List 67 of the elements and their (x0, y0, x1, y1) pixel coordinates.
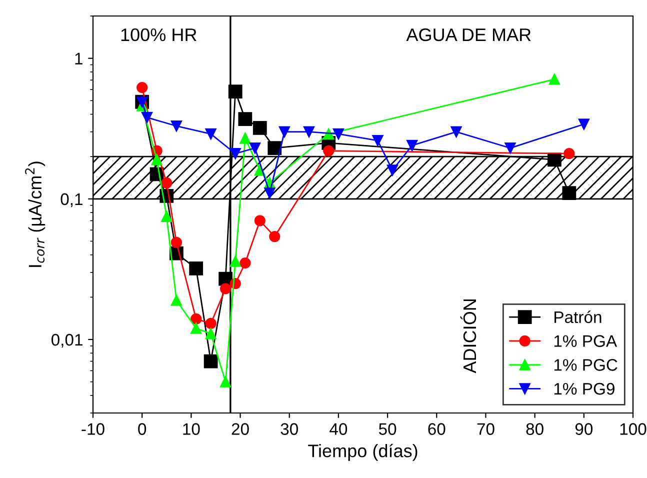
point (141, 112, 153, 123)
point (268, 141, 282, 155)
point (254, 215, 266, 226)
point (406, 140, 418, 152)
point (269, 230, 280, 242)
point (230, 256, 241, 267)
point (190, 322, 202, 334)
point (190, 313, 202, 325)
x-tick-label: 40 (330, 423, 348, 435)
point (189, 262, 204, 276)
point (170, 294, 182, 306)
x-tick-label: 50 (378, 423, 396, 435)
point (332, 128, 344, 140)
point (278, 126, 290, 138)
x-tick-label: 100 (620, 423, 646, 435)
y-tick-label: 0,01 (51, 334, 82, 348)
x-tick-label: 10 (183, 423, 200, 435)
point (136, 82, 148, 94)
point (205, 328, 216, 340)
y-tick-label: 0,1 (60, 193, 82, 208)
y-axis-title: I$_{corr}$ (µA/cm$^{2}$) (25, 162, 46, 267)
x-tick-label: 30 (280, 423, 298, 435)
point (170, 120, 182, 132)
x-tick-label: -10 (82, 423, 104, 435)
x-axis-title: Tiempo (días) (308, 444, 418, 461)
point (564, 148, 575, 160)
point (303, 126, 315, 138)
annotation: ADICIÓN (460, 300, 476, 374)
legend-label: 1% PGA (554, 335, 618, 347)
point (562, 186, 576, 200)
point (240, 132, 251, 144)
point (220, 283, 232, 294)
point (264, 188, 276, 199)
point (548, 74, 560, 85)
x-tick-label: 20 (232, 423, 249, 435)
point (372, 135, 384, 146)
x-tick-label: 70 (477, 423, 494, 435)
point (238, 112, 252, 126)
point (228, 84, 242, 99)
y-tick-label: 1 (75, 52, 82, 64)
point (205, 318, 216, 330)
point (204, 354, 218, 368)
point (161, 177, 172, 188)
point (220, 376, 232, 388)
point (151, 154, 162, 166)
point (230, 148, 241, 160)
x-tick-label: 0 (138, 423, 146, 435)
point (240, 257, 251, 269)
x-tick-label: 90 (575, 423, 593, 435)
point (578, 118, 590, 130)
x-tick-label: 80 (526, 423, 544, 435)
point (170, 236, 182, 248)
x-tick-label: 60 (428, 423, 446, 435)
point (504, 142, 516, 154)
legend-label: 1% PGC (554, 359, 618, 371)
point (252, 120, 267, 135)
legend-label: 1% PG9 (554, 382, 614, 395)
point (249, 142, 261, 154)
point (386, 164, 398, 176)
point (450, 126, 462, 138)
annotation: 100% HR (121, 28, 196, 42)
point (161, 210, 172, 222)
legend-label: Patrón (554, 310, 602, 324)
point (205, 128, 216, 140)
point (323, 145, 334, 156)
point (548, 152, 562, 167)
annotation: AGUA DE MAR (406, 28, 531, 42)
